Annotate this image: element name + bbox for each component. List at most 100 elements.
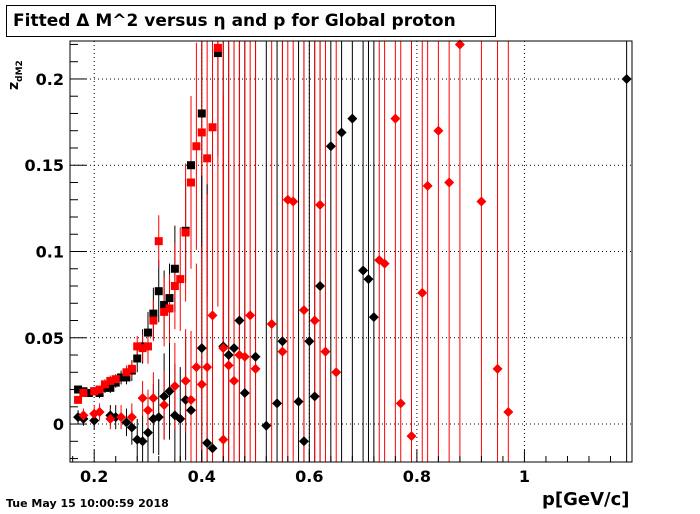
data-point-diamond — [417, 287, 428, 298]
x-tick-label: 0.2 — [80, 467, 108, 486]
data-point-diamond — [406, 431, 417, 442]
y-tick-label: 0 — [53, 415, 64, 434]
data-point-square — [213, 49, 222, 58]
data-point-diamond — [142, 405, 153, 416]
data-point-diamond — [137, 436, 148, 447]
data-point-diamond — [379, 258, 390, 269]
data-point-diamond — [433, 125, 444, 136]
x-axis-label: p[GeV/c] — [542, 489, 630, 510]
data-point-square — [181, 228, 190, 237]
data-point-square — [95, 385, 104, 394]
data-point-diamond — [476, 196, 487, 207]
data-point-square — [192, 142, 201, 151]
data-point-square — [154, 287, 163, 296]
data-point-square — [208, 123, 217, 132]
data-point-diamond — [250, 363, 261, 374]
data-point-square — [143, 342, 152, 351]
data-point-diamond — [277, 336, 288, 347]
data-point-diamond — [229, 343, 240, 354]
data-point-diamond — [234, 315, 245, 326]
data-point-diamond — [422, 180, 433, 191]
title-box: Fitted Δ M^2 versus η and p for Global p… — [6, 5, 496, 37]
data-point-diamond — [186, 394, 197, 405]
data-point-diamond — [298, 305, 309, 316]
data-point-square — [74, 385, 83, 394]
data-point-diamond — [78, 410, 89, 421]
data-point-square — [176, 275, 185, 284]
data-point-square — [154, 237, 163, 246]
data-point-square — [106, 383, 115, 392]
data-point-square — [149, 309, 158, 318]
data-point-diamond — [293, 396, 304, 407]
data-point-square — [100, 380, 109, 389]
data-point-diamond — [331, 367, 342, 378]
data-point-diamond — [105, 413, 116, 424]
data-point-diamond — [315, 199, 326, 210]
data-point-diamond — [309, 315, 320, 326]
data-point-diamond — [454, 39, 465, 50]
chart-title: Fitted Δ M^2 versus η and p for Global p… — [13, 11, 456, 31]
data-point-diamond — [395, 398, 406, 409]
data-point-square — [106, 376, 115, 385]
data-point-diamond — [142, 427, 153, 438]
data-point-square — [197, 109, 206, 118]
data-point-diamond — [266, 318, 277, 329]
data-point-diamond — [207, 443, 218, 454]
timestamp: Tue May 15 10:00:59 2018 — [6, 497, 169, 510]
data-point-square — [170, 282, 179, 291]
data-point-square — [187, 178, 196, 187]
data-point-diamond — [261, 420, 272, 431]
data-point-square — [160, 307, 169, 316]
y-axis-label: zdM2 — [6, 60, 25, 90]
data-point-square — [74, 395, 83, 404]
data-point-square — [165, 304, 174, 313]
data-points — [73, 39, 632, 454]
data-point-diamond — [180, 394, 191, 405]
data-point-diamond — [196, 343, 207, 354]
data-point-square — [133, 354, 142, 363]
data-point-diamond — [358, 265, 369, 276]
data-point-square — [187, 161, 196, 170]
data-point-diamond — [169, 381, 180, 392]
data-point-square — [111, 375, 120, 384]
data-point-square — [165, 294, 174, 303]
data-point-diamond — [180, 375, 191, 386]
data-point-diamond — [89, 415, 100, 426]
data-point-square — [84, 388, 93, 397]
data-point-diamond — [272, 398, 283, 409]
data-point-square — [90, 387, 99, 396]
data-point-diamond — [239, 387, 250, 398]
error-bars — [77, 41, 628, 462]
data-point-diamond — [368, 312, 379, 323]
x-tick-label: 1 — [519, 467, 530, 486]
data-point-diamond — [175, 413, 186, 424]
data-point-square — [170, 264, 179, 273]
x-tick-label: 0.8 — [403, 467, 431, 486]
data-point-diamond — [245, 310, 256, 321]
y-tick-label: 0.2 — [36, 70, 64, 89]
data-point-diamond — [191, 362, 202, 373]
data-point-diamond — [503, 406, 514, 417]
data-point-square — [122, 373, 131, 382]
data-point-square — [133, 342, 142, 351]
data-point-diamond — [315, 281, 326, 292]
data-point-square — [160, 300, 169, 309]
data-point-diamond — [137, 393, 148, 404]
data-point-square — [197, 128, 206, 137]
data-point-diamond — [320, 346, 331, 357]
data-point-square — [203, 154, 212, 163]
data-point-diamond — [304, 336, 315, 347]
data-point-square — [143, 328, 152, 337]
data-point-diamond — [207, 310, 218, 321]
tick-labels: 0.2 0.4 0.6 0.8 1 0 0.05 0.1 0.15 0.2 — [25, 70, 530, 486]
data-point-diamond — [202, 438, 213, 449]
data-point-diamond — [202, 362, 213, 373]
data-point-diamond — [94, 406, 105, 417]
data-point-square — [79, 388, 88, 397]
data-point-square — [213, 43, 222, 52]
data-point-square — [117, 373, 126, 382]
data-point-diamond — [116, 412, 127, 423]
data-point-diamond — [250, 351, 261, 362]
data-point-diamond — [325, 141, 336, 152]
data-point-diamond — [298, 436, 309, 447]
